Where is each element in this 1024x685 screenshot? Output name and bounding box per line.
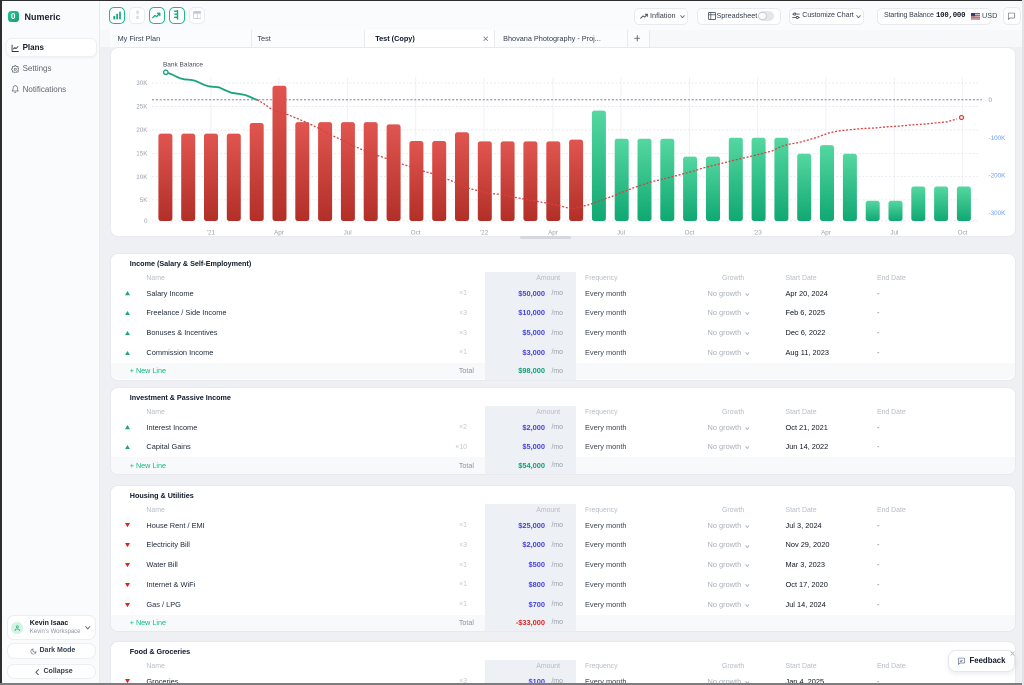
- svg-text:Bank Balance: Bank Balance: [163, 62, 203, 69]
- svg-text:Jul: Jul: [344, 230, 352, 237]
- svg-text:0: 0: [989, 97, 993, 104]
- svg-text:10K: 10K: [136, 174, 148, 181]
- svg-text:Apr: Apr: [274, 230, 284, 237]
- svg-text:Apr: Apr: [821, 230, 831, 237]
- svg-text:-100K: -100K: [989, 135, 1007, 142]
- svg-text:Jul: Jul: [617, 230, 625, 237]
- svg-text:Oct: Oct: [685, 230, 695, 237]
- svg-text:-200K: -200K: [989, 173, 1007, 180]
- svg-text:20K: 20K: [136, 127, 148, 134]
- svg-text:'23: '23: [753, 230, 762, 237]
- svg-text:'22: '22: [480, 230, 489, 237]
- svg-text:Oct: Oct: [411, 230, 421, 237]
- svg-text:'21: '21: [207, 230, 216, 237]
- svg-text:25K: 25K: [136, 104, 148, 111]
- svg-text:0: 0: [144, 218, 148, 225]
- svg-text:Oct: Oct: [958, 230, 968, 237]
- svg-text:Jul: Jul: [890, 230, 898, 237]
- svg-text:-300K: -300K: [989, 210, 1007, 217]
- svg-text:30K: 30K: [136, 80, 148, 87]
- svg-text:15K: 15K: [136, 151, 148, 158]
- svg-text:5K: 5K: [140, 197, 149, 204]
- svg-text:Apr: Apr: [548, 230, 558, 237]
